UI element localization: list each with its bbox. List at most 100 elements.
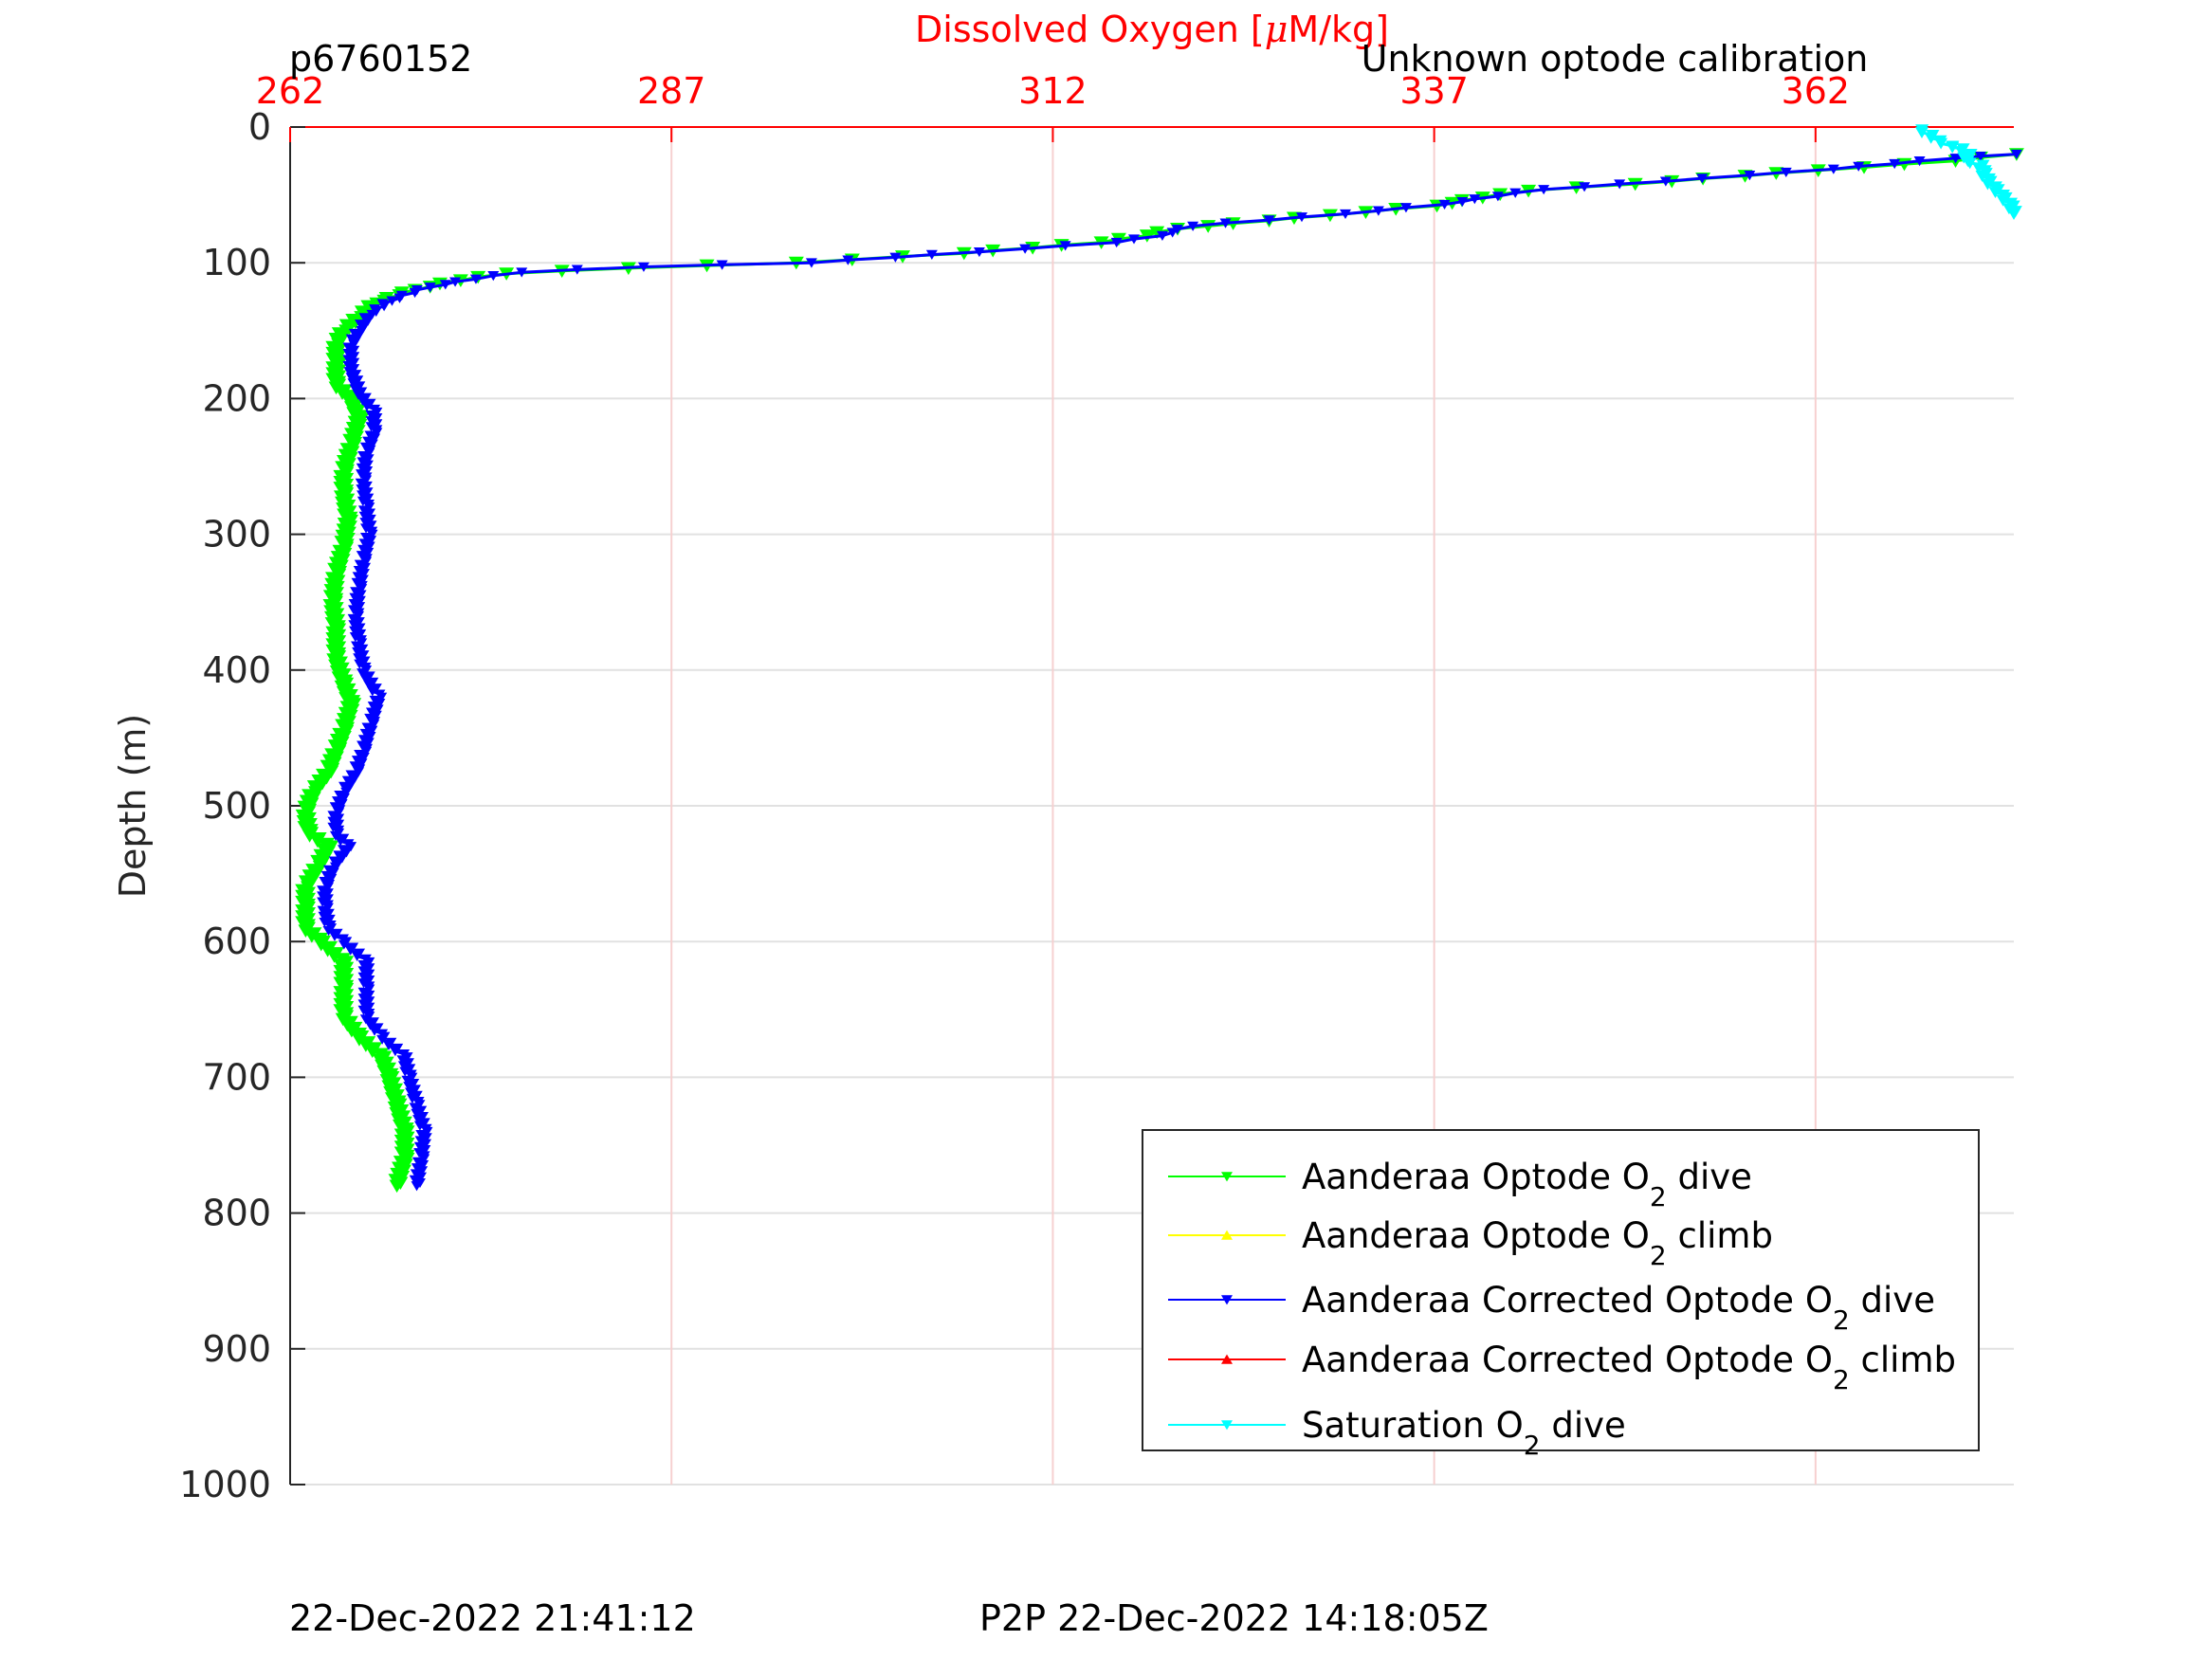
data-point: [342, 355, 355, 365]
legend-label: Aanderaa Corrected Optode O2 climb: [1302, 1340, 1956, 1395]
data-point: [369, 1026, 381, 1036]
data-point: [329, 830, 341, 841]
data-point: [354, 659, 366, 669]
data-point: [2010, 149, 2022, 160]
data-point: [1019, 244, 1032, 254]
data-point: [363, 975, 375, 986]
legend-box: [1142, 1129, 1980, 1451]
data-point: [356, 326, 368, 337]
data-point: [449, 277, 462, 287]
data-point: [356, 496, 369, 506]
data-point: [396, 1055, 409, 1066]
data-point: [359, 728, 372, 739]
data-point: [365, 707, 377, 718]
data-point: [348, 339, 360, 350]
legend-label: Saturation O2 dive: [1302, 1405, 1626, 1461]
data-point: [1913, 156, 1926, 167]
data-point: [348, 598, 360, 610]
data-point: [353, 331, 365, 341]
data-point: [374, 699, 386, 709]
data-point: [363, 996, 375, 1007]
legend-entry: Aanderaa Corrected Optode O2 climb: [1168, 1340, 1956, 1395]
data-point: [357, 650, 370, 661]
data-point: [356, 644, 369, 654]
data-point: [349, 592, 361, 603]
data-point: [1399, 203, 1412, 213]
data-point: [349, 773, 361, 783]
y-tick-label: 600: [202, 921, 271, 962]
data-point: [716, 260, 728, 270]
data-point: [356, 574, 369, 585]
data-point: [351, 951, 363, 961]
data-point: [409, 1175, 421, 1185]
data-point: [637, 262, 649, 272]
data-point: [842, 255, 854, 265]
legend-entry: Aanderaa Corrected Optode O2 dive: [1168, 1280, 1935, 1336]
data-point: [358, 511, 371, 521]
data-point: [357, 987, 370, 997]
data-point: [1456, 196, 1469, 208]
data-point: [410, 1169, 422, 1179]
data-point: [1614, 179, 1626, 190]
data-point: [2007, 209, 2020, 220]
data-point: [1438, 199, 1451, 210]
data-point: [364, 713, 376, 724]
data-point: [357, 569, 370, 579]
data-point: [336, 799, 348, 810]
data-point: [411, 1090, 423, 1101]
data-point: [348, 357, 360, 368]
data-point: [366, 725, 378, 736]
data-point: [356, 395, 369, 406]
data-point: [353, 617, 365, 628]
data-point: [356, 740, 369, 751]
x-axis-label-suffix: M/kg]: [1288, 9, 1389, 50]
data-point: [375, 692, 388, 702]
data-point: [321, 883, 334, 893]
data-point: [363, 502, 375, 513]
x-tick-label: 362: [1782, 70, 1851, 112]
data-point: [365, 416, 377, 427]
data-point: [420, 1133, 432, 1143]
data-point: [327, 816, 339, 827]
legend-label: Aanderaa Optode O2 dive: [1302, 1157, 1752, 1212]
y-tick-label: 100: [202, 242, 271, 283]
data-point: [413, 1100, 426, 1110]
data-point: [333, 808, 345, 818]
data-point: [347, 605, 359, 615]
x-tick-label: 312: [1018, 70, 1088, 112]
data-point: [349, 631, 361, 643]
data-point: [356, 758, 368, 769]
legend-entry: Aanderaa Optode O2 dive: [1168, 1157, 1752, 1212]
data-point: [360, 475, 373, 485]
data-point: [357, 978, 370, 989]
data-point: [366, 529, 378, 539]
data-point: [317, 885, 329, 896]
data-point: [424, 283, 436, 293]
data-point: [1889, 158, 1901, 170]
data-point: [1509, 188, 1522, 198]
data-point: [805, 258, 817, 268]
y-tick-label: 400: [202, 649, 271, 691]
data-point: [357, 505, 370, 516]
y-axis-label: Depth (m): [112, 714, 154, 899]
data-point: [362, 316, 375, 326]
data-point: [1538, 185, 1550, 195]
data-point: [363, 957, 375, 968]
data-point: [347, 378, 359, 389]
data-point: [353, 653, 365, 664]
data-point: [359, 1014, 372, 1025]
data-point: [401, 1052, 413, 1063]
data-point: [356, 638, 368, 648]
data-point: [342, 360, 355, 372]
data-point: [338, 939, 350, 950]
data-point: [362, 454, 375, 465]
data-point: [344, 945, 356, 956]
y-tick-label: 0: [248, 106, 271, 148]
data-point: [411, 1181, 423, 1192]
data-point: [365, 520, 377, 531]
data-point: [366, 309, 378, 320]
data-point: [361, 465, 374, 477]
data-point: [317, 891, 329, 902]
series-layer: [295, 124, 2024, 1194]
